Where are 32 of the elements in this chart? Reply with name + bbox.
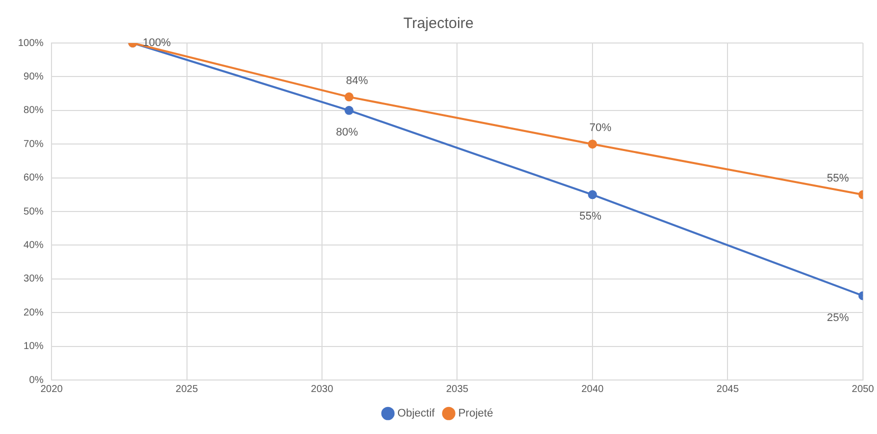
data-label: 25%	[826, 312, 850, 324]
legend-label: Projeté	[458, 408, 494, 420]
y-tick-label: 40%	[24, 240, 44, 251]
y-tick-label: 60%	[24, 172, 44, 184]
data-label: 80%	[336, 126, 358, 138]
x-tick-label: 2020	[40, 384, 64, 395]
y-tick-label: 0%	[29, 374, 44, 386]
point	[588, 190, 597, 200]
y-tick-label: 20%	[24, 307, 44, 318]
x-tick-label: 2040	[581, 384, 604, 395]
y-tick-label: 80%	[24, 105, 44, 116]
data-label: 55%	[579, 210, 602, 223]
x-tick-label: 2025	[176, 384, 198, 395]
y-tick-label: 90%	[24, 71, 44, 82]
x-tick-label: 2035	[446, 384, 469, 395]
x-tick-label: 2050	[852, 384, 874, 395]
data-label: 100%	[142, 37, 172, 50]
y-tick-label: 30%	[24, 274, 44, 285]
point	[344, 92, 354, 102]
data-label: 84%	[346, 74, 368, 87]
y-tick-label: 100%	[18, 38, 44, 49]
data-label: 70%	[589, 122, 612, 134]
legend-label: Objectif	[397, 408, 436, 420]
point	[588, 140, 597, 149]
chart-title: Trajectoire	[403, 15, 474, 32]
data-label: 55%	[826, 172, 850, 185]
y-tick-label: 50%	[24, 206, 44, 218]
x-tick-label: 2030	[310, 384, 334, 395]
y-tick-label: 70%	[24, 138, 44, 150]
y-tick-label: 10%	[24, 341, 44, 352]
point	[344, 106, 354, 115]
x-tick-label: 2045	[716, 384, 740, 395]
